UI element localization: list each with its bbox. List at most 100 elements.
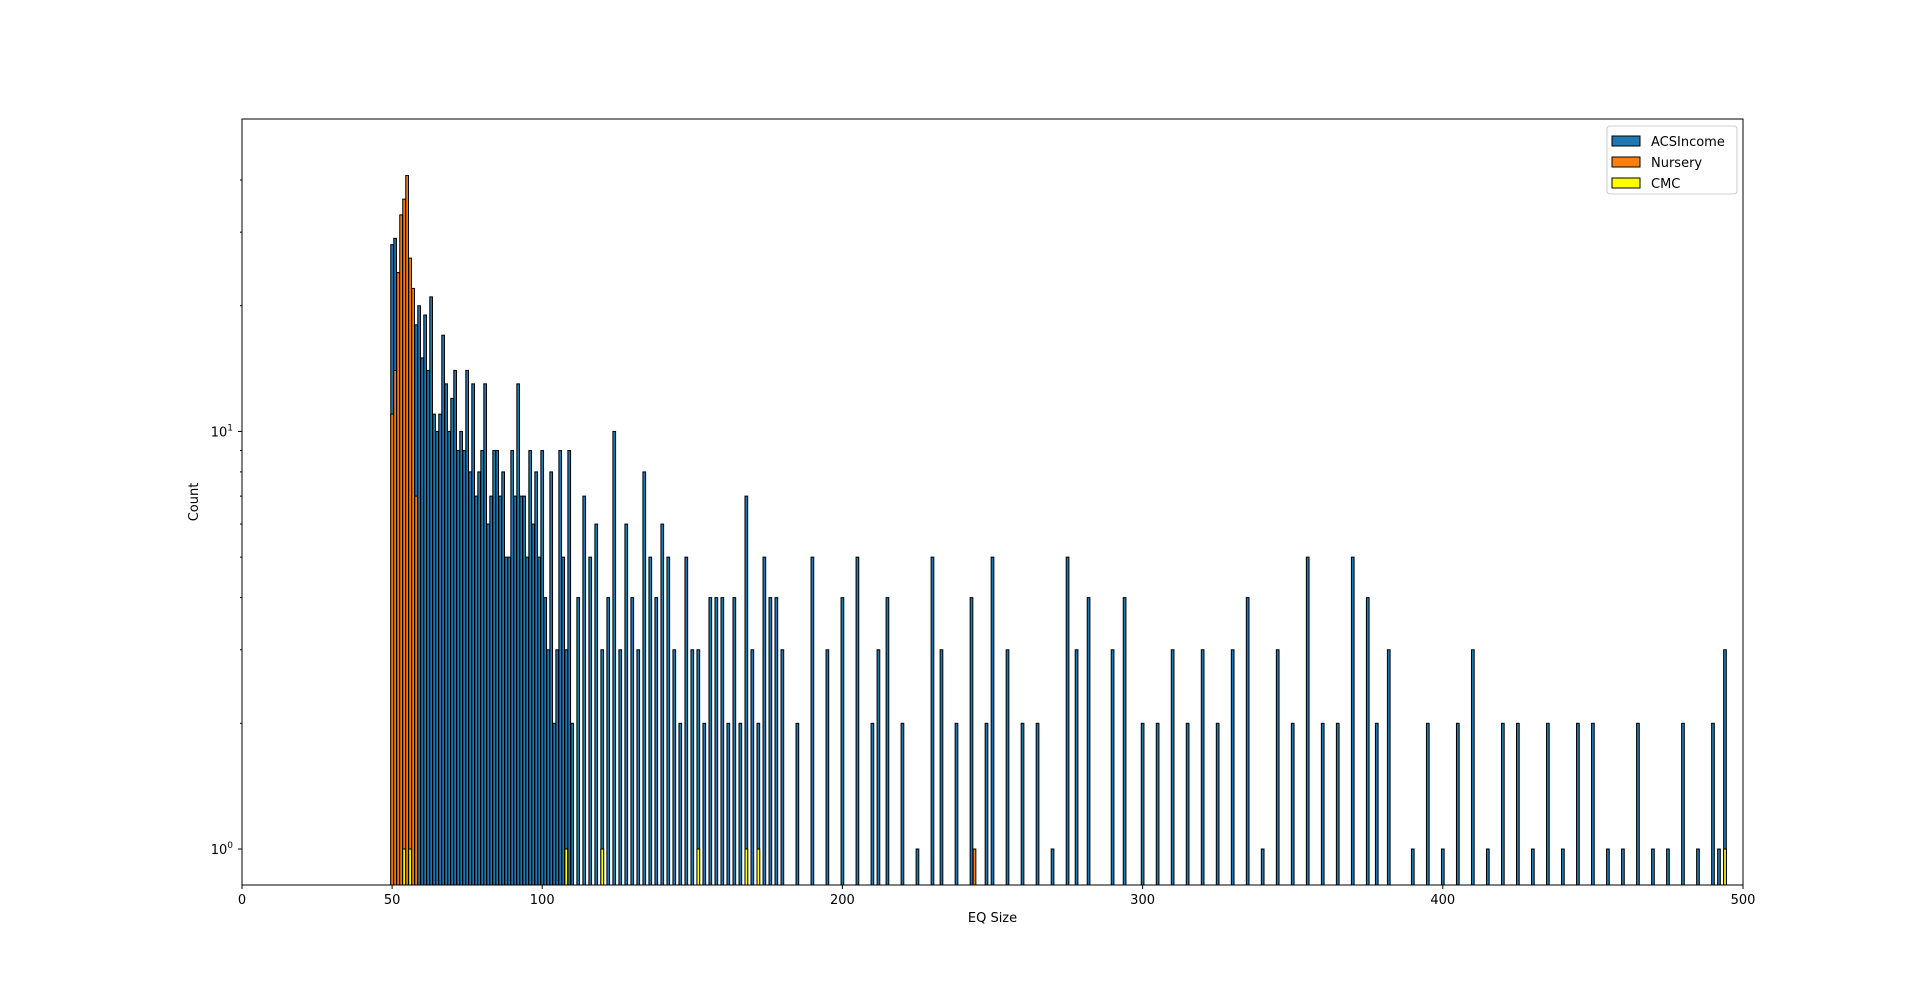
bar [561,556,566,886]
bar [1065,556,1070,886]
bar [495,450,500,886]
bar [1440,848,1445,886]
bar [714,597,719,886]
bar [534,471,539,886]
bar [438,413,442,886]
bar [876,649,881,886]
legend-swatch [1611,156,1641,168]
bar [537,556,542,886]
bar [1086,597,1091,886]
bar [546,649,551,886]
bar [1260,848,1265,886]
bar [984,722,989,886]
bar [420,357,424,886]
bar [1591,722,1595,886]
bar [720,597,725,886]
bar [549,471,554,886]
bar [1386,649,1391,886]
series-cmc [402,848,1727,886]
bar [456,450,460,886]
bar [414,495,418,886]
bar [588,556,593,886]
bar [1723,848,1727,886]
bar [489,495,494,886]
legend-label: Nursery [1651,156,1702,171]
legend: ACSIncome Nursery CMC [1606,125,1738,195]
bar [576,597,581,886]
bar [666,556,671,886]
bar [516,383,521,886]
bar [411,287,415,886]
plot-frame [241,118,1744,886]
x-tick-label: 0 [238,893,246,908]
bar [1215,722,1220,886]
bar [612,430,617,886]
bar [459,430,463,886]
bar [1230,649,1235,886]
bar [528,450,533,886]
bar [774,597,779,886]
bar [429,296,433,886]
bar [393,369,397,886]
bar [1410,848,1415,886]
bar [708,597,713,886]
bar [744,495,749,886]
bar [471,383,475,886]
bar [636,649,641,886]
bar [1576,722,1580,886]
bar [1005,649,1010,886]
bar [660,523,665,886]
bar [552,722,557,886]
bar [702,722,707,886]
bar [762,556,767,886]
bar [744,848,749,886]
bar [1531,848,1535,886]
series-acsincome [390,237,1727,886]
bar [465,369,469,886]
bar [1374,722,1379,886]
legend-label: CMC [1651,177,1680,192]
bar [558,450,563,886]
bar [477,471,482,886]
bar [441,334,445,886]
bar [1621,848,1625,886]
bar [648,556,653,886]
bar [543,597,548,886]
bar [1155,722,1160,886]
bar [1717,848,1721,886]
bar [1500,722,1505,886]
x-tick-label: 500 [1731,893,1756,908]
bar [732,597,737,886]
x-axis-label: EQ Size [968,911,1017,926]
bar [555,649,560,886]
bar [1200,649,1205,886]
y-tick-label: 100 [211,841,234,858]
legend-swatch [1611,177,1641,189]
bar [399,214,403,886]
bar [630,597,635,886]
bar [1050,848,1055,886]
bar [474,495,479,886]
bar [402,848,406,886]
bar [930,556,935,886]
bar [1290,722,1295,886]
bar [426,369,430,886]
bar [405,175,409,886]
bar [1170,649,1175,886]
bar [1606,848,1610,886]
bar [468,471,472,886]
bar [519,495,524,886]
bar [582,495,587,886]
bar [513,495,518,886]
bar [1335,722,1340,886]
bar [408,848,412,886]
x-axis: 0 50 100 200 300 400 500 [238,885,1756,908]
bar [444,383,448,886]
bar [408,257,412,886]
bar [606,597,611,886]
bar [483,383,488,886]
bar [885,597,890,886]
bar [855,556,860,886]
